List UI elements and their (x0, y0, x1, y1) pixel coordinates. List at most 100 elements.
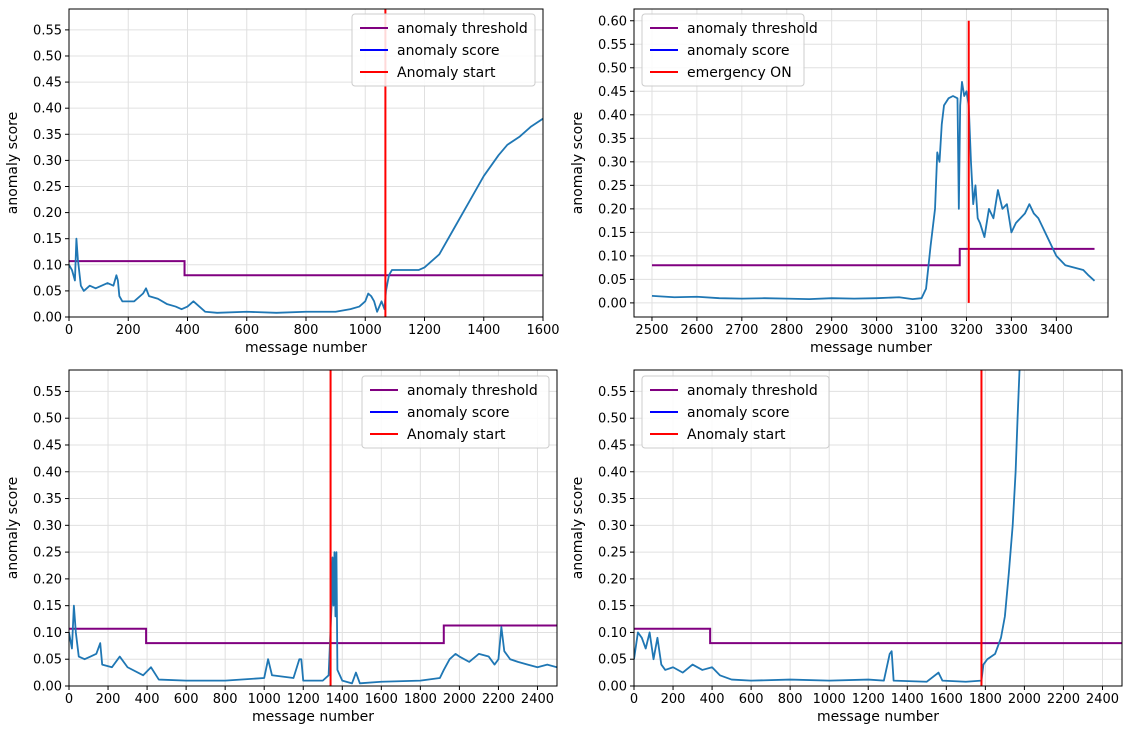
chart-4-x-tick-label: 800 (778, 692, 803, 707)
chart-3-x-tick-label: 2200 (482, 692, 515, 707)
chart-4-legend-label: Anomaly start (687, 427, 786, 443)
chart-2-data (651, 20, 1096, 303)
chart-1-y-tick-label: 0.30 (33, 154, 62, 169)
chart-3-y-tick-label: 0.15 (33, 599, 62, 614)
chart-4-y-tick-label: 0.05 (598, 653, 627, 668)
chart-1-x-tick-label: 600 (234, 323, 259, 338)
chart-2-score-line (651, 80, 1096, 301)
chart-2-x-tick-label: 3200 (950, 323, 983, 338)
chart-3-x-tick-label: 2400 (521, 692, 554, 707)
chart-4-threshold-line (634, 627, 1122, 645)
chart-4-score-line (634, 370, 1021, 683)
chart-2-legend-box (641, 13, 805, 87)
chart-4-plot: 0 200 400 600 800 1000 1200 1400 1600 1800 2000 220… (570, 369, 1123, 725)
chart-1-plot: 0 200 400 600 800 1000 1200 1400 1600 0.00 0.05 0.1… (5, 8, 560, 356)
chart-2-x-tick-label: 2900 (815, 323, 848, 338)
chart-1-x-axis-label: message number (245, 340, 367, 356)
chart-4-x-tick-label: 2200 (1047, 692, 1080, 707)
chart-3-x-tick-label: 600 (174, 692, 199, 707)
chart-4-x-tick-label: 1200 (852, 692, 885, 707)
chart-2-legend: anomaly threshold anomaly score emergency … (641, 13, 818, 87)
chart-2-y-tick-label: 0.15 (598, 226, 627, 241)
chart-4-y-tick-label: 0.35 (598, 492, 627, 507)
chart-3-y-axis-label: anomaly score (5, 477, 21, 579)
chart-2-y-tick-label: 0.60 (598, 14, 627, 29)
chart-3-legend-label: Anomaly start (407, 427, 506, 443)
chart-3-x-tick-label: 0 (65, 692, 73, 707)
chart-4-y-tick-label: 0.25 (598, 546, 627, 561)
chart-1-x-tick-label: 800 (294, 323, 319, 338)
chart-1-legend-box (351, 13, 536, 87)
chart-4-y-tick-label: 0.40 (598, 465, 627, 480)
chart-3-x-tick-label: 1000 (248, 692, 281, 707)
chart-4-x-tick-label: 1400 (891, 692, 924, 707)
chart-4-legend-label: anomaly score (687, 405, 789, 421)
chart-3-x-tick-label: 2000 (443, 692, 476, 707)
chart-3-y-tick-label: 0.00 (33, 680, 62, 695)
chart-2-y-tick-label: 0.35 (598, 132, 627, 147)
chart-1-score-line (69, 117, 543, 314)
chart-3-y-tick-label: 0.55 (33, 385, 62, 400)
chart-2-x-tick-label: 3100 (905, 323, 938, 338)
chart-3-legend: anomaly threshold anomaly score Anomaly st… (361, 375, 550, 449)
chart-1-y-tick-label: 0.40 (33, 102, 62, 117)
chart-1-y-tick-label: 0.45 (33, 76, 62, 91)
chart-4-x-tick-label: 1000 (813, 692, 846, 707)
chart-1-threshold-line (69, 260, 543, 277)
chart-3-x-tick-label: 1800 (404, 692, 437, 707)
chart-3-threshold-line (69, 624, 557, 645)
chart-2-legend-label: anomaly score (687, 43, 789, 59)
chart-3-x-tick-label: 800 (213, 692, 238, 707)
chart-2-y-tick-label: 0.50 (598, 61, 627, 76)
chart-3-data (69, 370, 557, 686)
chart-2-legend-label: emergency ON (687, 65, 792, 81)
chart-4-y-tick-label: 0.55 (598, 385, 627, 400)
chart-4-y-tick-label: 0.30 (598, 519, 627, 534)
chart-4-x-tick-label: 1800 (969, 692, 1002, 707)
chart-3-x-tick-label: 1200 (287, 692, 320, 707)
chart-4-y-tick-label: 0.15 (598, 599, 627, 614)
chart-4-x-tick-label: 400 (700, 692, 725, 707)
chart-3-x-tick-label: 1600 (365, 692, 398, 707)
chart-1-x-tick-label: 1200 (408, 323, 441, 338)
chart-1-legend-label: Anomaly start (397, 65, 496, 81)
chart-4-y-tick-label: 0.45 (598, 438, 627, 453)
chart-1-x-tick-label: 400 (175, 323, 200, 338)
chart-4-y-axis-label: anomaly score (570, 477, 586, 579)
chart-3-score-line (69, 551, 557, 685)
chart-2-y-tick-label: 0.55 (598, 38, 627, 53)
chart-3-x-axis-label: message number (252, 709, 374, 725)
chart-1-y-tick-label: 0.00 (33, 311, 62, 326)
chart-2-x-axis-label: message number (810, 340, 932, 356)
chart-2-y-tick-label: 0.00 (598, 296, 627, 311)
chart-3-y-tick-label: 0.35 (33, 492, 62, 507)
chart-1-x-tick-label: 1600 (526, 323, 559, 338)
chart-2-y-tick-label: 0.25 (598, 179, 627, 194)
chart-3-x-tick-label: 1400 (326, 692, 359, 707)
chart-2-x-tick-label: 3000 (860, 323, 893, 338)
chart-4-y-tick-label: 0.20 (598, 572, 627, 587)
chart-1-x-tick-label: 200 (116, 323, 141, 338)
chart-1-x-tick-label: 1400 (467, 323, 500, 338)
chart-3-legend-label: anomaly threshold (407, 383, 538, 399)
chart-4-x-tick-label: 2000 (1008, 692, 1041, 707)
chart-4-y-tick-label: 0.50 (598, 412, 627, 427)
chart-2-y-tick-label: 0.45 (598, 85, 627, 100)
chart-4-x-tick-label: 200 (661, 692, 686, 707)
chart-4-legend: anomaly threshold anomaly score Anomaly st… (641, 375, 830, 449)
chart-2-legend-label: anomaly threshold (687, 21, 818, 37)
chart-1-y-tick-label: 0.25 (33, 180, 62, 195)
chart-3-y-tick-label: 0.45 (33, 438, 62, 453)
chart-3-y-tick-label: 0.20 (33, 572, 62, 587)
chart-2-y-tick-label: 0.30 (598, 155, 627, 170)
chart-4-x-tick-label: 1600 (930, 692, 963, 707)
chart-1-y-tick-label: 0.05 (33, 284, 62, 299)
chart-1-y-tick-label: 0.55 (33, 23, 62, 38)
chart-2-y-tick-label: 0.40 (598, 108, 627, 123)
chart-3-y-tick-label: 0.40 (33, 465, 62, 480)
chart-3-axes-frame (68, 369, 558, 687)
chart-4-legend-label: anomaly threshold (687, 383, 818, 399)
chart-1-y-tick-label: 0.10 (33, 258, 62, 273)
chart-3-y-tick-label: 0.50 (33, 412, 62, 427)
